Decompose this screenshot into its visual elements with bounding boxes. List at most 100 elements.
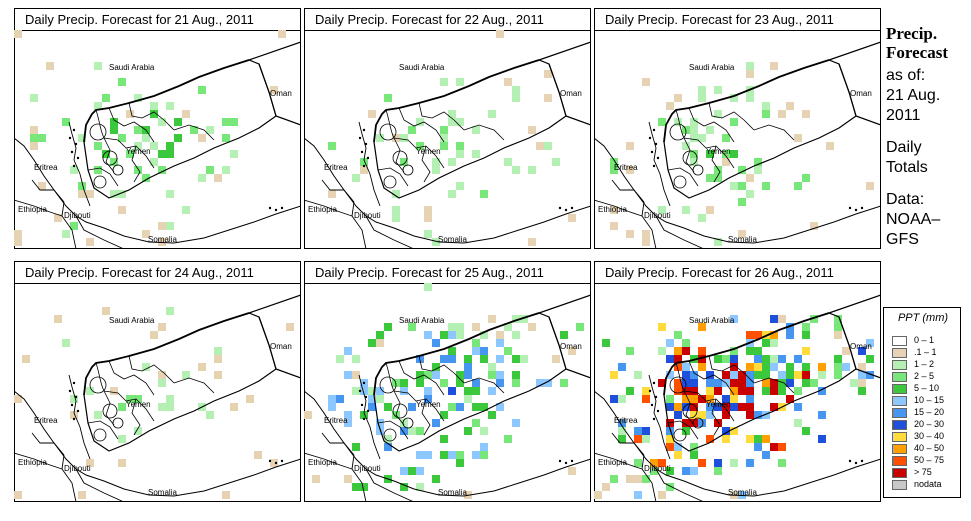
precip-cell [650, 459, 658, 467]
precip-cell [690, 150, 698, 158]
governorate-line [128, 102, 175, 131]
precip-cell [722, 134, 730, 142]
horn-coast [304, 137, 591, 244]
precip-cell [754, 363, 762, 371]
precip-cell [544, 70, 552, 78]
precip-cell [794, 419, 802, 427]
precip-cell [480, 451, 488, 459]
precip-cell [456, 142, 464, 150]
island [860, 206, 864, 210]
precip-cell [424, 283, 432, 291]
precip-cell [512, 166, 520, 174]
precip-cell [432, 371, 440, 379]
precip-cell [642, 78, 650, 86]
precip-cell [714, 355, 722, 363]
governorate-line [418, 355, 465, 384]
forecast-map: Saudi Arabia Oman Yemen Eritrea Ethiopia Djib… [304, 30, 591, 249]
oman-border [828, 41, 881, 126]
precip-cell [738, 491, 746, 499]
precip-cell [448, 110, 456, 118]
oman-border [248, 41, 301, 126]
precip-cell [544, 142, 552, 150]
precip-cell [610, 395, 618, 403]
governorate-line [131, 398, 141, 436]
precip-cell [38, 182, 46, 190]
precip-cell [472, 451, 480, 459]
precip-cell [118, 403, 126, 411]
precip-cell [472, 347, 480, 355]
precip-cell [618, 419, 626, 427]
totals-line1: Daily [886, 139, 922, 156]
precip-cell [850, 379, 858, 387]
precip-cell [794, 355, 802, 363]
precip-cell [110, 118, 118, 126]
precip-cell [738, 230, 746, 238]
country-border [14, 199, 63, 217]
island [652, 417, 656, 421]
country-label-oman: Oman [850, 342, 872, 351]
precip-cell [14, 395, 22, 403]
precip-cell [158, 150, 166, 158]
precip-cell [698, 419, 706, 427]
precip-cell [714, 467, 722, 475]
island [74, 142, 78, 146]
island [848, 459, 852, 463]
precip-cell [802, 347, 810, 355]
precip-cell [230, 150, 238, 158]
precip-cell [408, 467, 416, 475]
precip-cell [150, 158, 158, 166]
precip-cell [762, 182, 770, 190]
precip-cell [70, 166, 78, 174]
precip-cell [610, 158, 618, 166]
governorate-line [383, 428, 397, 442]
precip-cell [86, 190, 94, 198]
precip-cell [730, 459, 738, 467]
precip-cell [746, 435, 754, 443]
country-border [594, 199, 643, 217]
precip-cell [448, 190, 456, 198]
precip-cell [658, 491, 666, 499]
precip-cell [754, 166, 762, 174]
precip-cell [818, 371, 826, 379]
precip-cell [182, 206, 190, 214]
precip-cell [360, 158, 368, 166]
legend-label: > 75 [914, 467, 932, 477]
precip-cell [496, 339, 504, 347]
country-label-saudi: Saudi Arabia [399, 63, 445, 72]
precip-cell [858, 379, 866, 387]
precip-cell [674, 451, 682, 459]
precip-cell [328, 142, 336, 150]
island [654, 142, 658, 146]
precip-cell [456, 331, 464, 339]
precip-cell [456, 459, 464, 467]
precip-cell [818, 363, 826, 371]
precip-cell [472, 323, 480, 331]
precip-cell [738, 166, 746, 174]
precip-cell [618, 427, 626, 435]
island [854, 461, 858, 465]
island [76, 156, 80, 160]
island [362, 381, 366, 385]
precip-cell [818, 387, 826, 395]
precip-cell [424, 387, 432, 395]
governorate-line [95, 109, 115, 173]
panel-title: Daily Precip. Forecast for 22 Aug., 2011 [304, 8, 591, 31]
legend-label: 20 – 30 [914, 419, 945, 429]
precip-cell [448, 347, 456, 355]
precip-cell [440, 435, 448, 443]
country-border [641, 454, 657, 502]
governorate-line [103, 137, 155, 169]
precip-cell [158, 238, 166, 246]
country-label-yemen: Yemen [126, 400, 151, 409]
precip-cell [456, 379, 464, 387]
governorate-line [398, 360, 445, 396]
precip-cell [54, 315, 62, 323]
precip-cell [698, 363, 706, 371]
precip-cell [352, 443, 360, 451]
precip-cell [504, 323, 512, 331]
precip-cell [642, 395, 650, 403]
precip-cell [472, 379, 480, 387]
precip-cell [714, 86, 722, 94]
precip-cell [770, 339, 778, 347]
panel-title: Daily Precip. Forecast for 26 Aug., 2011 [594, 261, 881, 284]
